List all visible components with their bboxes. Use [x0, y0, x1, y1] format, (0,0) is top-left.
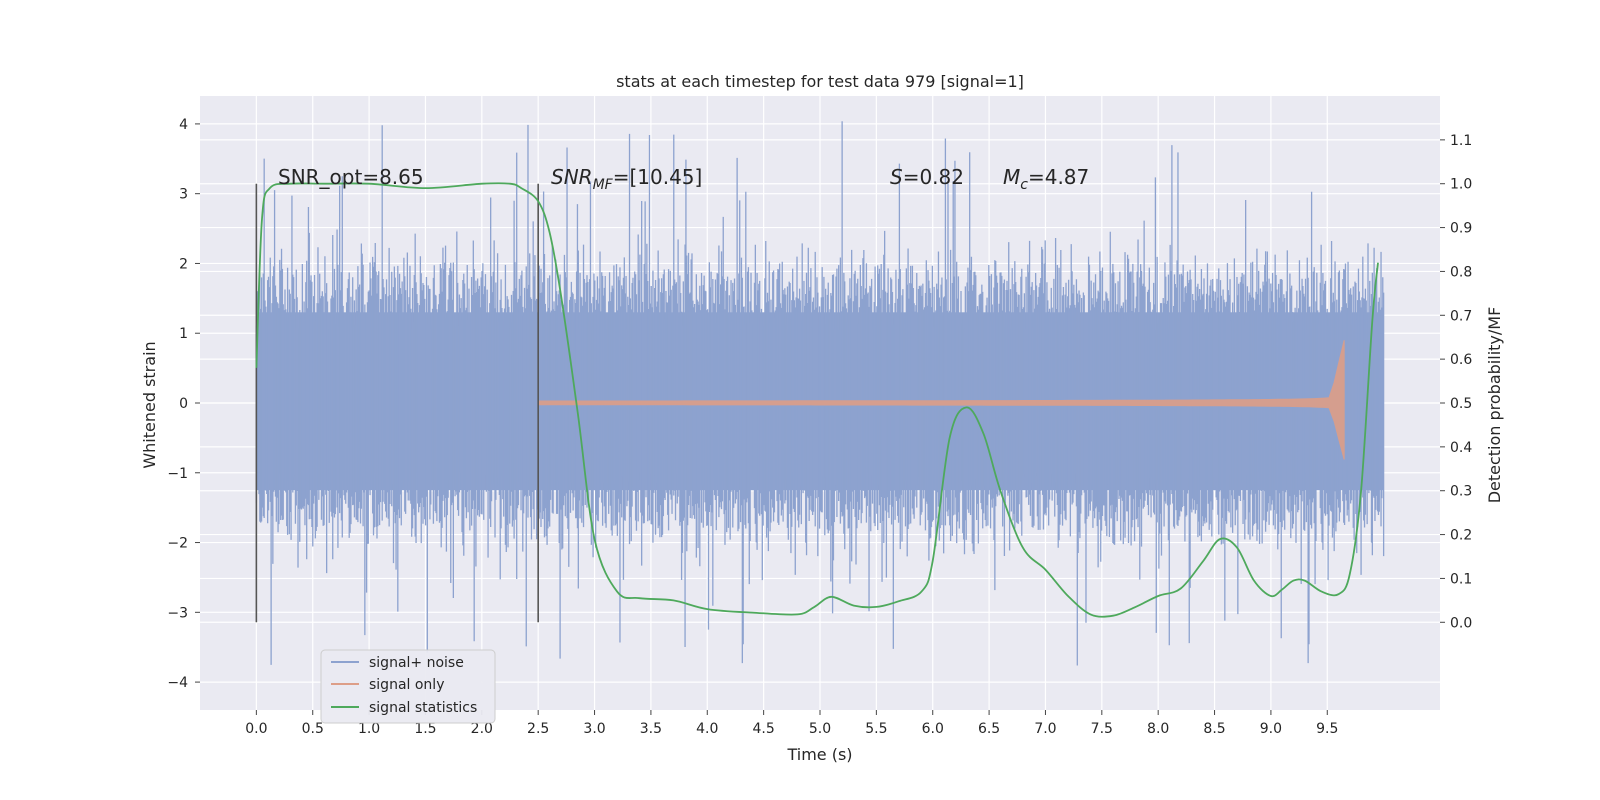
- legend: signal+ noise signal only signal statist…: [320, 649, 496, 724]
- y-left-tick-label: 1: [179, 326, 188, 342]
- signal-noise-series: [255, 121, 1385, 666]
- annotation-snr-opt: SNR_opt=8.65: [278, 165, 424, 189]
- x-tick-label: 5.5: [865, 721, 887, 737]
- y-left-tick-label: 3: [179, 187, 188, 203]
- y-right-tick-label: 0.7: [1450, 308, 1472, 324]
- y-left-tick-label: 2: [179, 256, 188, 272]
- statistics-line: [255, 182, 1379, 618]
- y-right-tick-label: 0.6: [1450, 352, 1472, 368]
- x-tick-label: 0.5: [302, 721, 324, 737]
- x-tick-label: 1.5: [414, 721, 436, 737]
- x-tick-label: 8.5: [1203, 721, 1225, 737]
- y-left-tick-label: 0: [179, 396, 188, 412]
- y-left-tick-label: −1: [167, 466, 188, 482]
- y-right-tick-label: 0.5: [1450, 396, 1472, 412]
- y-left-tick-label: 4: [179, 117, 188, 133]
- y-right-tick-label: 0.0: [1450, 615, 1472, 631]
- y-axis-right-ticks: 0.0 0.1 0.2 0.3 0.4 0.5 0.6 0.7 0.8 0.9 1.0 1.1: [1440, 133, 1472, 631]
- legend-label-signal-noise: signal+ noise: [369, 655, 464, 671]
- chart-title: stats at each timestep for test data 979…: [616, 72, 1024, 91]
- signal-statistics-series: [255, 182, 1379, 618]
- y-axis-right-title: Detection probability/MF: [1485, 307, 1504, 504]
- y-left-tick-label: −2: [167, 536, 188, 552]
- x-axis-ticks: 0.0 0.5 1.0 1.5 2.0 2.5 3.0 3.5 4.0 4.5 5.0 5.5 6.0 6…: [245, 710, 1338, 737]
- vertical-markers: [255, 183, 539, 623]
- y-right-tick-label: 1.0: [1450, 177, 1472, 193]
- legend-label-signal-statistics: signal statistics: [369, 700, 477, 716]
- y-right-tick-label: 0.3: [1450, 484, 1472, 500]
- y-right-tick-label: 0.2: [1450, 528, 1472, 544]
- legend-label-signal-only: signal only: [369, 677, 444, 693]
- x-tick-label: 6.0: [922, 721, 944, 737]
- annotation-mc: Mc=4.87: [1003, 165, 1089, 193]
- x-tick-label: 4.0: [696, 721, 718, 737]
- x-tick-label: 5.0: [809, 721, 831, 737]
- x-tick-label: 7.5: [1091, 721, 1113, 737]
- x-tick-label: 3.5: [640, 721, 662, 737]
- x-tick-label: 2.0: [471, 721, 493, 737]
- x-tick-label: 1.0: [358, 721, 380, 737]
- x-tick-label: 3.0: [583, 721, 605, 737]
- signal-only-series: [537, 340, 1345, 460]
- y-axis-left-ticks: −4 −3 −2 −1 0 1 2 3 4: [167, 117, 200, 691]
- x-tick-label: 0.0: [245, 721, 267, 737]
- y-right-tick-label: 0.1: [1450, 571, 1472, 587]
- y-right-tick-label: 0.8: [1450, 264, 1472, 280]
- y-right-tick-label: 1.1: [1450, 133, 1472, 149]
- x-tick-label: 2.5: [527, 721, 549, 737]
- x-tick-label: 9.0: [1260, 721, 1282, 737]
- chirp-band: [537, 340, 1345, 460]
- y-right-tick-label: 0.9: [1450, 221, 1472, 237]
- x-tick-label: 6.5: [978, 721, 1000, 737]
- y-axis-left-title: Whitened strain: [140, 341, 159, 468]
- x-tick-label: 8.0: [1147, 721, 1169, 737]
- y-right-tick-label: 0.4: [1450, 440, 1472, 456]
- annotation-s: S=0.82: [890, 165, 964, 189]
- x-tick-label: 9.5: [1316, 721, 1338, 737]
- legend-box: [320, 649, 496, 724]
- x-tick-label: 7.0: [1034, 721, 1056, 737]
- x-tick-label: 4.5: [753, 721, 775, 737]
- x-axis-title: Time (s): [786, 745, 852, 764]
- y-left-tick-label: −4: [167, 675, 188, 691]
- annotation-snr-mf: SNRMF=[10.45]: [551, 165, 702, 193]
- y-left-tick-label: −3: [167, 605, 188, 621]
